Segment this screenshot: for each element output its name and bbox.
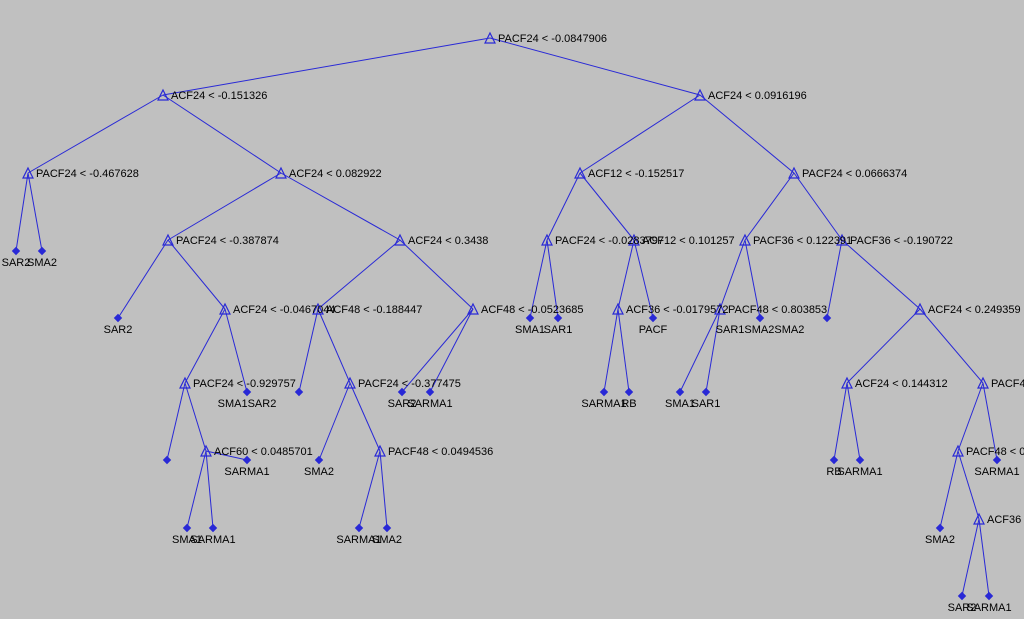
node-label: ACF24 < 0.249359 bbox=[928, 304, 1021, 316]
leaf-label: SMA2 bbox=[372, 534, 402, 546]
node-label: PACF24 < -0.467628 bbox=[36, 168, 139, 180]
node-label: PACF24 < -0.0847906 bbox=[498, 33, 607, 45]
node-label: PACF36 < 0.122391 bbox=[753, 235, 852, 247]
node-label: ACF24 < 0.3438 bbox=[408, 235, 488, 247]
leaf-label: SMA1 bbox=[665, 398, 695, 410]
node-label: PACF24 < -0.929757 bbox=[193, 378, 296, 390]
leaf-label: PACF bbox=[639, 324, 668, 336]
leaf-label: RB bbox=[621, 398, 636, 410]
node-label: PACF48 < 0.1120 bbox=[966, 446, 1024, 458]
leaf-label: SARMA1 bbox=[581, 398, 626, 410]
leaf-label: SMA2 bbox=[925, 534, 955, 546]
leaf-label: SMA2 bbox=[27, 257, 57, 269]
node-label: ACF24 < -0.151326 bbox=[171, 90, 267, 102]
node-label: PACF48 < 0.803853 bbox=[728, 304, 827, 316]
leaf-label: SARMA1 bbox=[974, 466, 1019, 478]
leaf-label: SARMA1 bbox=[224, 466, 269, 478]
leaf-label: SAR1 bbox=[692, 398, 721, 410]
node-label: ACF24 < -0.0467044 bbox=[233, 304, 335, 316]
node-label: PACF48 < bbox=[991, 378, 1024, 390]
leaf-label: SAR2 bbox=[104, 324, 133, 336]
leaf-label: SARMA1 bbox=[966, 602, 1011, 614]
node-label: ACF36 < 0.88 bbox=[987, 514, 1024, 526]
node-label: PACF24 < 0.0666374 bbox=[802, 168, 907, 180]
node-label: ACF24 < 0.144312 bbox=[855, 378, 948, 390]
node-label: ACF24 < 0.0916196 bbox=[708, 90, 807, 102]
node-label: PACF36 < -0.190722 bbox=[850, 235, 953, 247]
node-label: PACF48 < 0.0494536 bbox=[388, 446, 493, 458]
leaf-label: SARMA1 bbox=[837, 466, 882, 478]
node-label: ACF48 < -0.0523685 bbox=[481, 304, 583, 316]
leaf-label: SMA1 bbox=[515, 324, 545, 336]
decision-tree-diagram: PACF24 < -0.0847906 ACF24 < -0.151326 ACF2… bbox=[0, 0, 1024, 619]
node-label: ACF12 < -0.152517 bbox=[588, 168, 684, 180]
node-label: ACF12 < 0.101257 bbox=[642, 235, 735, 247]
node-label: PACF24 < -0.387874 bbox=[176, 235, 279, 247]
node-label: ACF60 < 0.0485701 bbox=[214, 446, 313, 458]
leaf-label: SMA1SAR2 bbox=[218, 398, 277, 410]
leaf-label: SAR1 bbox=[544, 324, 573, 336]
leaf-label: SARMA1 bbox=[190, 534, 235, 546]
leaf-label: SMA2 bbox=[304, 466, 334, 478]
node-label: ACF36 < -0.0179572 bbox=[626, 304, 728, 316]
leaf-label: SARMA1 bbox=[407, 398, 452, 410]
node-label: ACF48 < -0.188447 bbox=[326, 304, 422, 316]
node-label: ACF24 < 0.082922 bbox=[289, 168, 382, 180]
leaf-label: SAR1SMA2SMA2 bbox=[716, 324, 805, 336]
node-label: PACF24 < -0.377475 bbox=[358, 378, 461, 390]
